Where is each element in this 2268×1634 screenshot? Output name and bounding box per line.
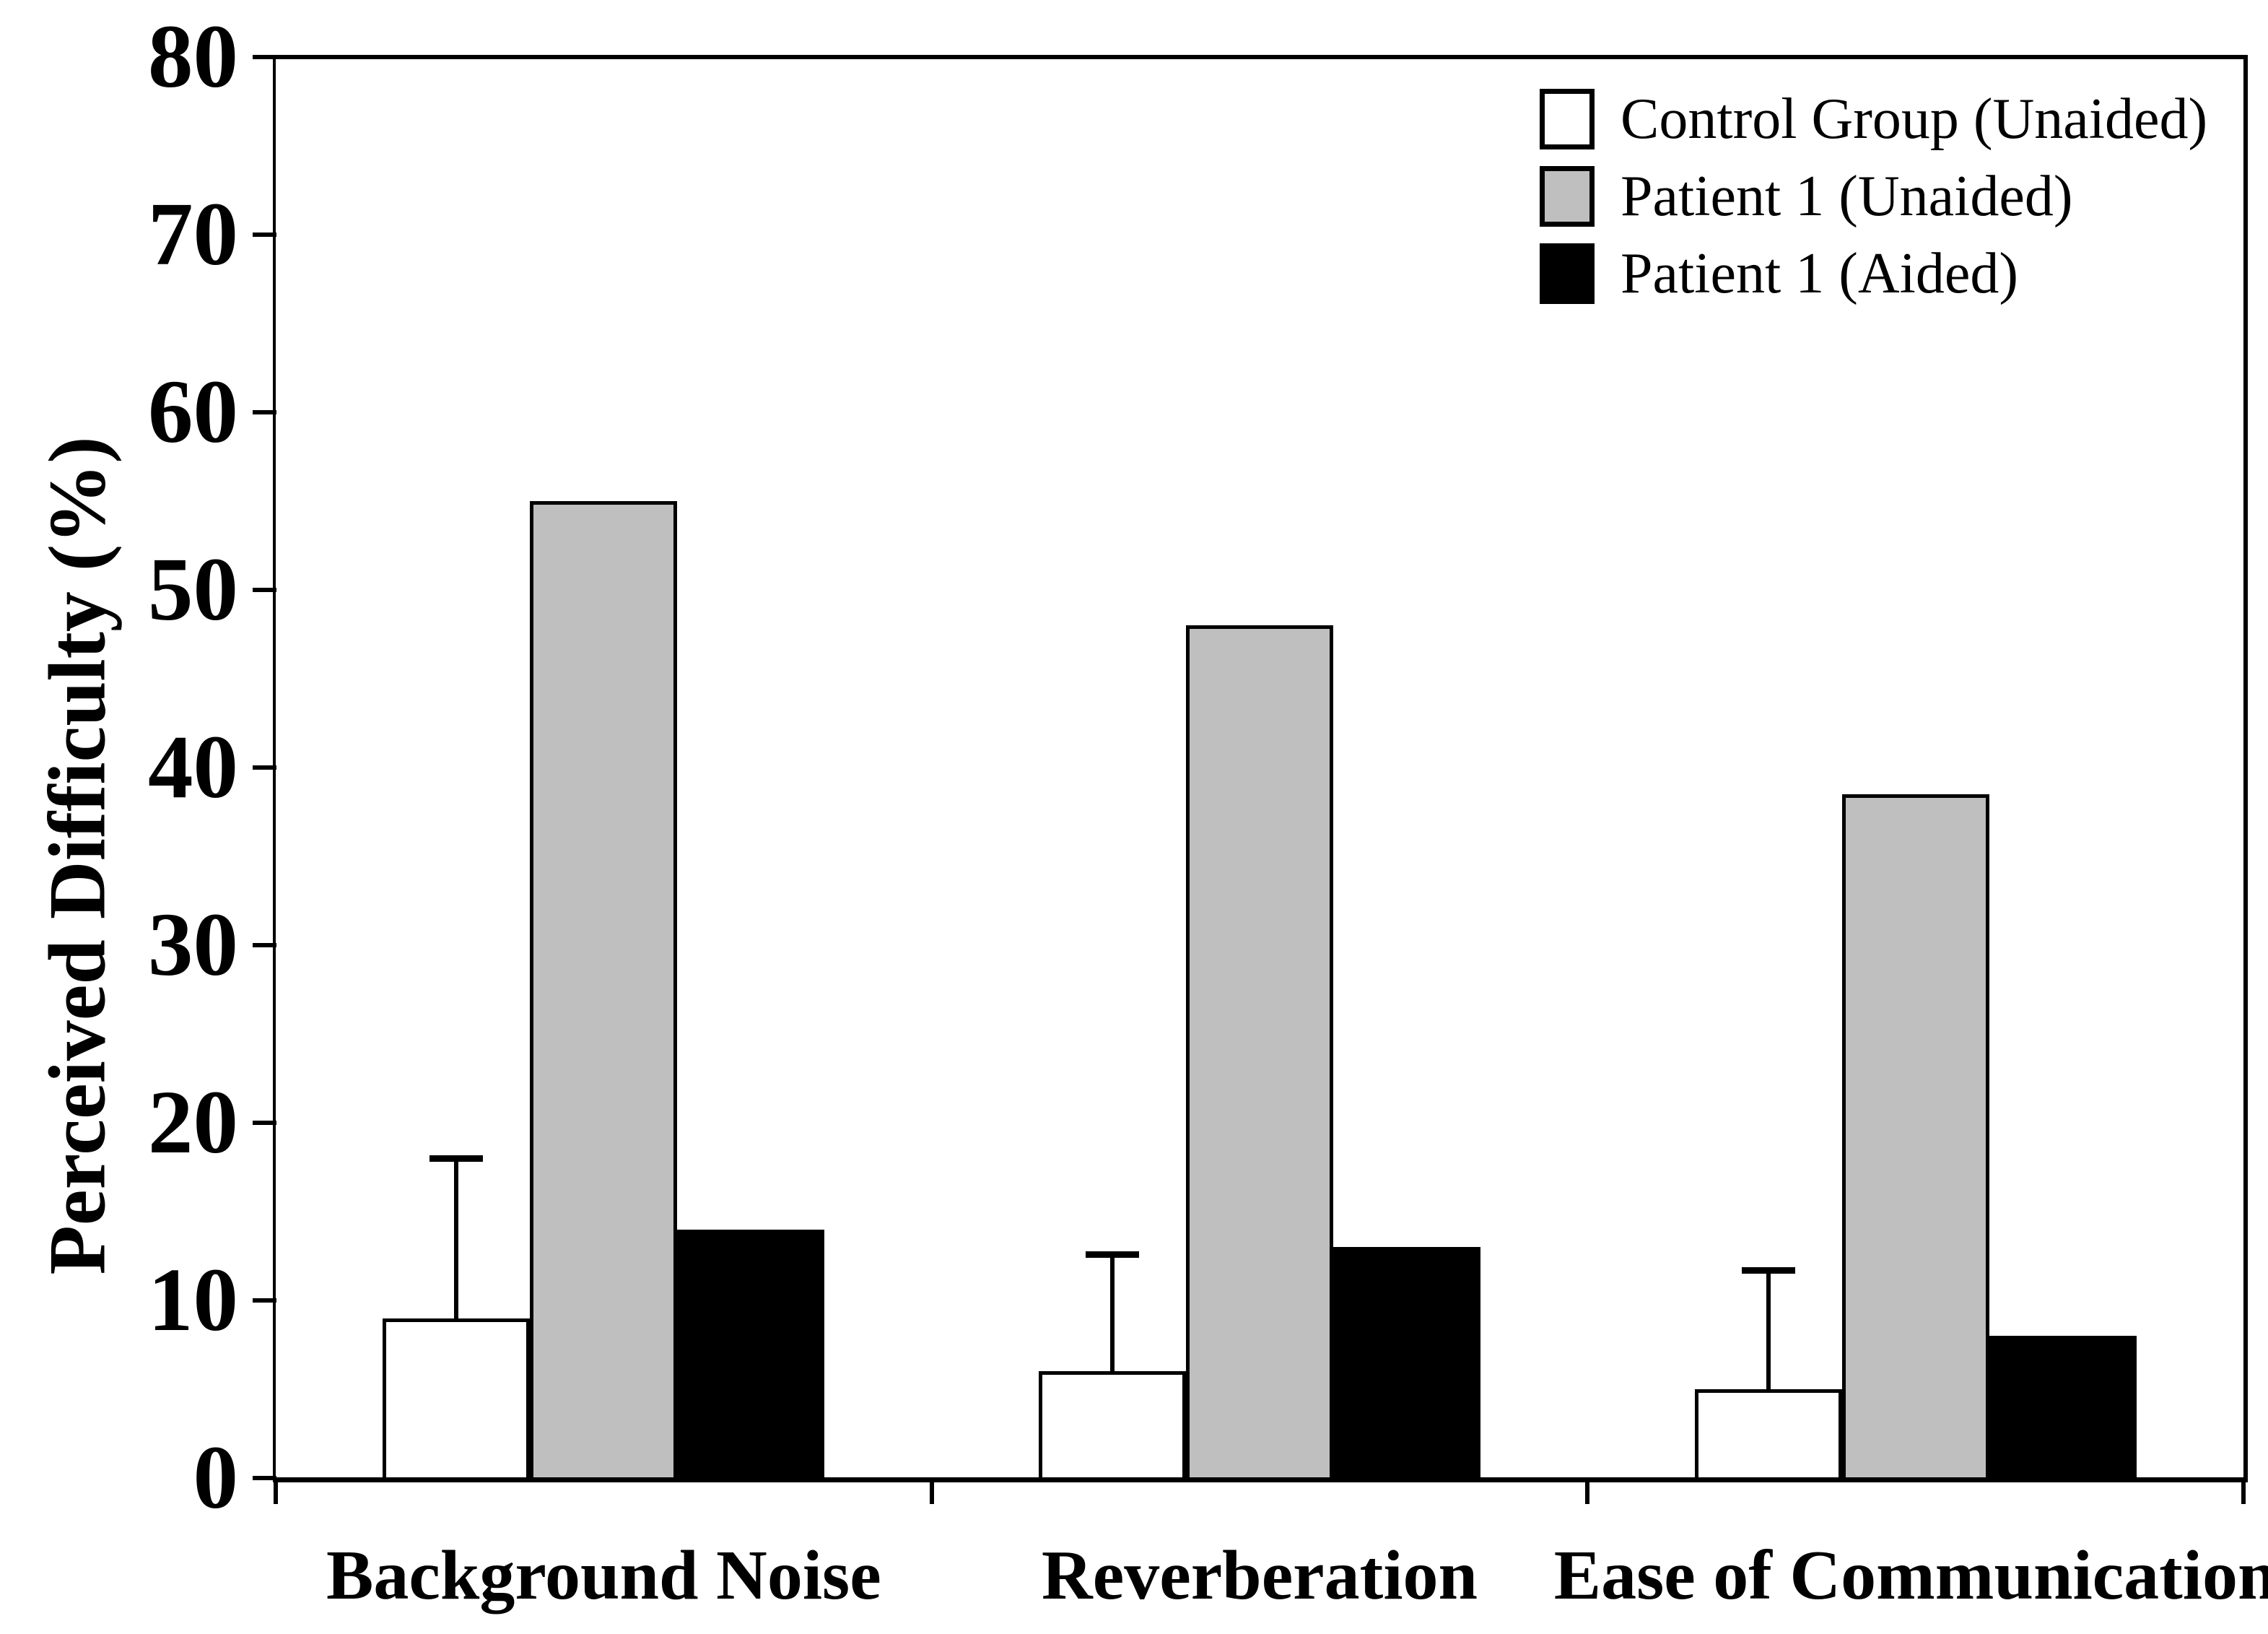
y-tick-label: 0 [193, 1428, 239, 1528]
legend-swatch-patient1-unaided [1540, 166, 1595, 227]
error-bar-cap-background-noise [429, 1155, 484, 1163]
category-label-background-noise: Background Noise [326, 1537, 881, 1615]
error-bar-line-background-noise [454, 1158, 459, 1318]
legend-swatch-patient1-aided [1540, 243, 1595, 304]
y-tick-label: 60 [148, 362, 238, 462]
bar-patient1-aided-ease-of-communication [1989, 1336, 2137, 1482]
error-bar-cap-ease-of-communication [1741, 1267, 1795, 1274]
y-tick-70 [253, 233, 276, 237]
x-boundary-tick [929, 1478, 934, 1504]
y-tick-40 [253, 765, 276, 770]
error-bar-cap-reverberation [1086, 1251, 1139, 1259]
category-label-ease-of-communication: Ease of Communication [1553, 1537, 2268, 1615]
bar-patient1-unaided-ease-of-communication [1841, 794, 1989, 1482]
x-boundary-tick [2241, 1478, 2246, 1504]
bar-patient1-aided-background-noise [677, 1229, 825, 1482]
legend-item-patient1-unaided: Patient 1 (Unaided) [1540, 165, 2207, 228]
y-tick-label: 40 [148, 718, 238, 817]
y-tick-0 [253, 1476, 276, 1480]
y-tick-label: 50 [148, 540, 238, 640]
y-tick-20 [253, 1121, 276, 1125]
y-tick-label: 20 [148, 1073, 238, 1173]
bar-control-unaided-reverberation [1039, 1371, 1186, 1482]
y-tick-label: 30 [148, 895, 238, 995]
error-bar-line-reverberation [1110, 1254, 1115, 1372]
y-tick-label: 70 [148, 185, 238, 284]
error-bar-line-ease-of-communication [1766, 1270, 1771, 1389]
bar-control-unaided-background-noise [383, 1318, 531, 1482]
legend-item-control-unaided: Control Group (Unaided) [1540, 87, 2208, 151]
bar-patient1-aided-reverberation [1333, 1247, 1480, 1482]
y-tick-30 [253, 943, 276, 947]
y-tick-label: 80 [148, 7, 238, 107]
legend-swatch-control-unaided [1540, 89, 1595, 149]
y-tick-10 [253, 1298, 276, 1303]
bar-patient1-unaided-reverberation [1186, 625, 1333, 1482]
legend: Control Group (Unaided) Patient 1 (Unaid… [1540, 87, 2208, 321]
category-label-reverberation: Reverberation [1041, 1537, 1478, 1615]
y-tick-60 [253, 410, 276, 414]
y-tick-label: 10 [148, 1251, 238, 1350]
y-tick-80 [253, 55, 276, 59]
bar-patient1-unaided-background-noise [530, 501, 678, 1482]
bar-control-unaided-ease-of-communication [1694, 1389, 1842, 1482]
y-tick-50 [253, 588, 276, 592]
legend-label: Control Group (Unaided) [1621, 87, 2208, 151]
x-boundary-tick [274, 1478, 278, 1504]
legend-label: Patient 1 (Unaided) [1621, 165, 2073, 228]
legend-label: Patient 1 (Aided) [1621, 242, 2018, 305]
x-boundary-tick [1585, 1478, 1590, 1504]
legend-item-patient1-aided: Patient 1 (Aided) [1540, 242, 2207, 305]
